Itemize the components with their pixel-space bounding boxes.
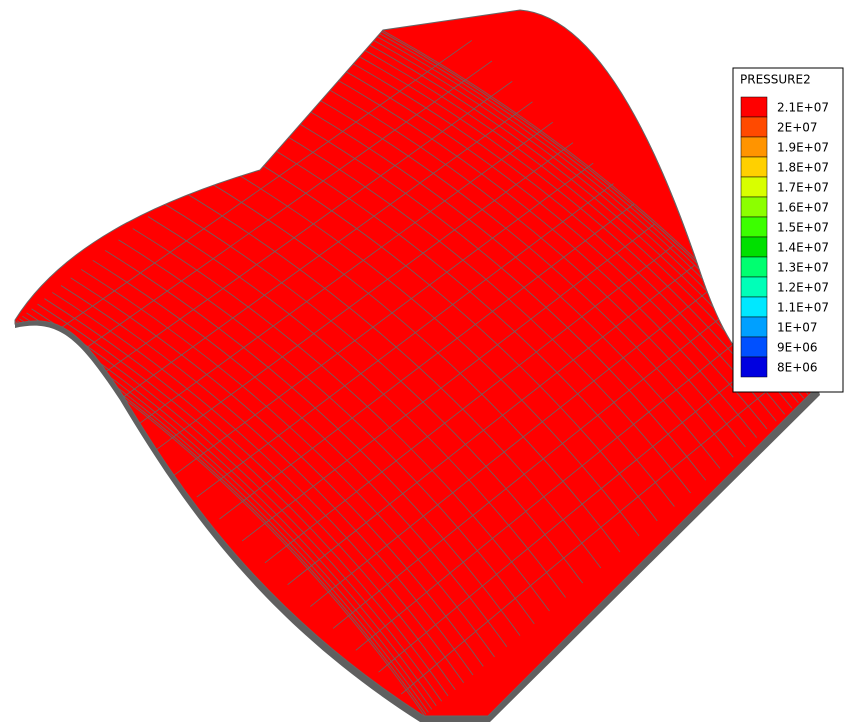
legend-swatch bbox=[741, 117, 767, 137]
legend-swatch bbox=[741, 157, 767, 177]
legend-label: 2.1E+07 bbox=[777, 101, 829, 115]
legend-label: 9E+06 bbox=[777, 341, 818, 355]
surface bbox=[15, 10, 820, 722]
legend-label: 1.6E+07 bbox=[777, 201, 829, 215]
legend-label: 8E+06 bbox=[777, 361, 818, 375]
legend-label: 1.2E+07 bbox=[777, 281, 829, 295]
legend-swatch bbox=[741, 257, 767, 277]
legend-swatch bbox=[741, 217, 767, 237]
legend-title: PRESSURE2 bbox=[740, 73, 811, 87]
legend: PRESSURE2 2.1E+07 2E+07 1.9E+07 1.8E+07 1.7E… bbox=[733, 68, 843, 392]
legend-label: 1.8E+07 bbox=[777, 161, 829, 175]
legend-swatch bbox=[741, 177, 767, 197]
legend-label: 2E+07 bbox=[777, 121, 818, 135]
legend-swatch bbox=[741, 97, 767, 117]
legend-swatch bbox=[741, 357, 767, 377]
legend-swatch bbox=[741, 277, 767, 297]
legend-label: 1.9E+07 bbox=[777, 141, 829, 155]
legend-label: 1E+07 bbox=[777, 321, 818, 335]
legend-swatch bbox=[741, 337, 767, 357]
legend-swatch bbox=[741, 297, 767, 317]
legend-label: 1.3E+07 bbox=[777, 261, 829, 275]
legend-label: 1.5E+07 bbox=[777, 221, 829, 235]
legend-label: 1.7E+07 bbox=[777, 181, 829, 195]
legend-label: 1.1E+07 bbox=[777, 301, 829, 315]
surface-face bbox=[15, 10, 816, 716]
scene: PRESSURE2 2.1E+07 2E+07 1.9E+07 1.8E+07 1.7E… bbox=[0, 0, 844, 722]
legend-swatch bbox=[741, 137, 767, 157]
legend-swatch bbox=[741, 317, 767, 337]
legend-label: 1.4E+07 bbox=[777, 241, 829, 255]
viewport: PRESSURE2 2.1E+07 2E+07 1.9E+07 1.8E+07 1.7E… bbox=[0, 0, 844, 722]
legend-swatch bbox=[741, 197, 767, 217]
legend-swatch bbox=[741, 237, 767, 257]
